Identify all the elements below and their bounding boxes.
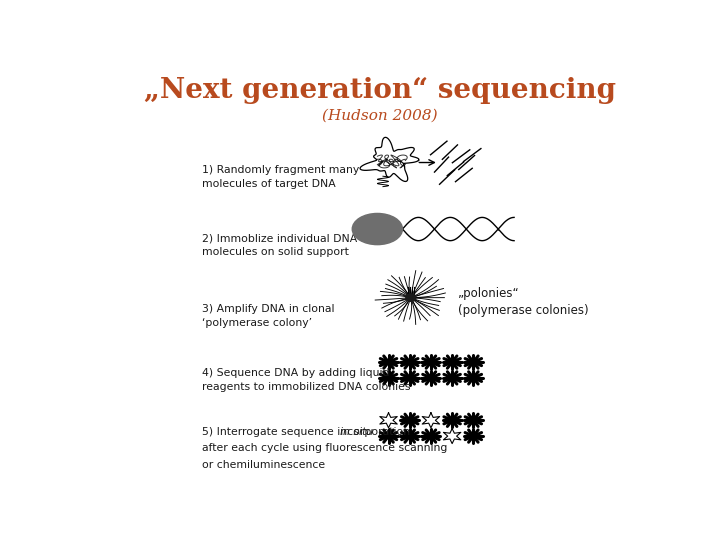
Circle shape (406, 294, 416, 301)
Text: after each cycle using fluorescence scanning: after each cycle using fluorescence scan… (202, 443, 447, 453)
Text: 5) Interrogate sequence incorporation: 5) Interrogate sequence incorporation (202, 427, 413, 436)
Text: 2) Immoblize individual DNA
molecules on solid support: 2) Immoblize individual DNA molecules on… (202, 233, 357, 257)
Text: or chemiluminescence: or chemiluminescence (202, 460, 325, 470)
Text: „Next generation“ sequencing: „Next generation“ sequencing (144, 77, 616, 104)
Text: 1) Randomly fragment many
molecules of target DNA: 1) Randomly fragment many molecules of t… (202, 165, 359, 188)
Text: „polonies“
(polymerase colonies): „polonies“ (polymerase colonies) (459, 287, 589, 318)
Text: 4) Sequence DNA by adding liquid
reagents to immobilized DNA colonies: 4) Sequence DNA by adding liquid reagent… (202, 368, 410, 393)
Ellipse shape (352, 213, 402, 245)
Text: (Hudson 2008): (Hudson 2008) (323, 109, 438, 123)
Text: 3) Amplify DNA in clonal
‘polymerase colony’: 3) Amplify DNA in clonal ‘polymerase col… (202, 304, 334, 328)
Text: in situ: in situ (340, 427, 373, 436)
